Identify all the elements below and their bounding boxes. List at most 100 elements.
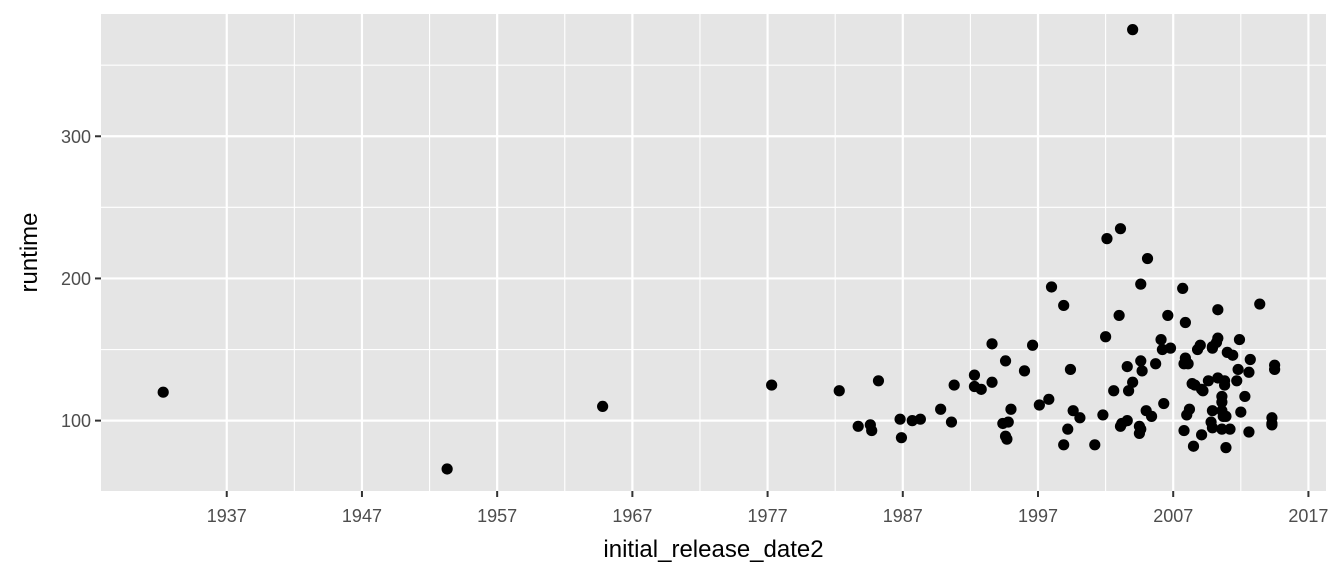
data-point [1033,399,1045,411]
data-point [1043,393,1055,405]
data-point [1002,416,1014,428]
data-point [833,385,845,397]
y-axis-title: runtime [16,212,43,292]
data-point [1136,365,1148,377]
x-tick-label: 1997 [1018,506,1058,526]
data-point [1101,233,1113,245]
data-point [1196,429,1208,441]
data-point [895,432,908,444]
data-point [1155,333,1167,346]
data-point [1212,304,1224,316]
y-tick-label: 200 [61,269,91,289]
data-point [914,413,926,425]
data-point [1266,419,1278,431]
data-point [948,379,960,391]
data-point [1001,433,1013,445]
data-point [945,416,958,428]
data-point [1216,423,1228,435]
data-point [1206,405,1219,417]
y-tick-label: 100 [61,411,91,431]
data-point [1122,385,1135,397]
data-point [1018,365,1031,377]
x-tick-label: 1947 [342,506,382,526]
x-tick-label: 2017 [1288,506,1328,526]
data-point [1182,358,1194,370]
data-point [1183,403,1196,415]
major-gridlines [101,14,1326,491]
data-point [1162,309,1174,322]
data-point [1187,440,1200,452]
x-tick-label: 1987 [883,506,923,526]
data-point [1231,375,1243,387]
data-point [986,376,998,388]
data-point [1135,423,1147,435]
data-point [1254,298,1266,310]
data-point [1145,410,1158,422]
data-point [1097,409,1109,421]
data-point [441,463,453,475]
x-tick-label: 2007 [1153,506,1193,526]
data-point [852,420,864,432]
data-point [1114,223,1127,235]
data-point [1239,390,1251,403]
data-point [1244,353,1256,366]
data-point [1005,403,1017,415]
plot-panel [101,14,1326,491]
data-point [935,403,947,415]
data-point [1164,342,1177,354]
data-point [1062,423,1074,435]
data-point [1177,282,1189,294]
data-point [1179,316,1191,329]
data-point [894,413,906,425]
data-point [1206,422,1219,434]
y-axis: 100 200 300 [61,127,101,431]
x-axis-title: initial_release_date2 [603,536,823,563]
data-point [1141,252,1154,265]
data-point [1212,332,1224,344]
data-point [1216,396,1228,408]
data-point [1121,360,1133,373]
data-point [1026,339,1039,351]
x-tick-label: 1967 [612,506,652,526]
data-point [1220,442,1232,454]
y-tick-label: 300 [61,127,91,147]
data-point [1089,439,1101,451]
data-point [1178,424,1190,437]
data-point [1235,406,1247,418]
data-point [1218,375,1231,387]
x-tick-label: 1957 [477,506,517,526]
data-point [766,379,778,391]
data-point [1058,439,1070,451]
data-point [1135,355,1147,367]
data-points [157,24,1281,475]
x-axis: 1937 1947 1957 1967 1977 1987 1997 2007 2017 [207,491,1328,526]
data-point [1227,349,1239,361]
data-point [1100,331,1112,343]
data-point [1113,309,1125,322]
data-point [1220,410,1232,422]
data-point [866,424,878,437]
data-point [1233,333,1246,346]
data-point [1232,363,1244,376]
data-point [1108,385,1120,397]
data-point [1045,281,1058,293]
data-point [872,375,885,387]
data-point [1224,423,1236,435]
data-point [1197,385,1209,397]
data-point [968,369,981,381]
data-point [1135,278,1147,290]
data-point [1243,366,1255,378]
data-point [597,400,609,413]
data-point [1074,412,1086,424]
minor-gridlines [101,14,1326,491]
data-point [1269,359,1281,371]
data-point [1158,397,1170,410]
data-point [999,355,1012,367]
x-tick-label: 1937 [207,506,247,526]
data-point [1194,339,1206,351]
data-point [975,383,987,395]
x-tick-label: 1977 [748,506,788,526]
data-point [1064,363,1077,376]
data-point [1121,415,1133,427]
